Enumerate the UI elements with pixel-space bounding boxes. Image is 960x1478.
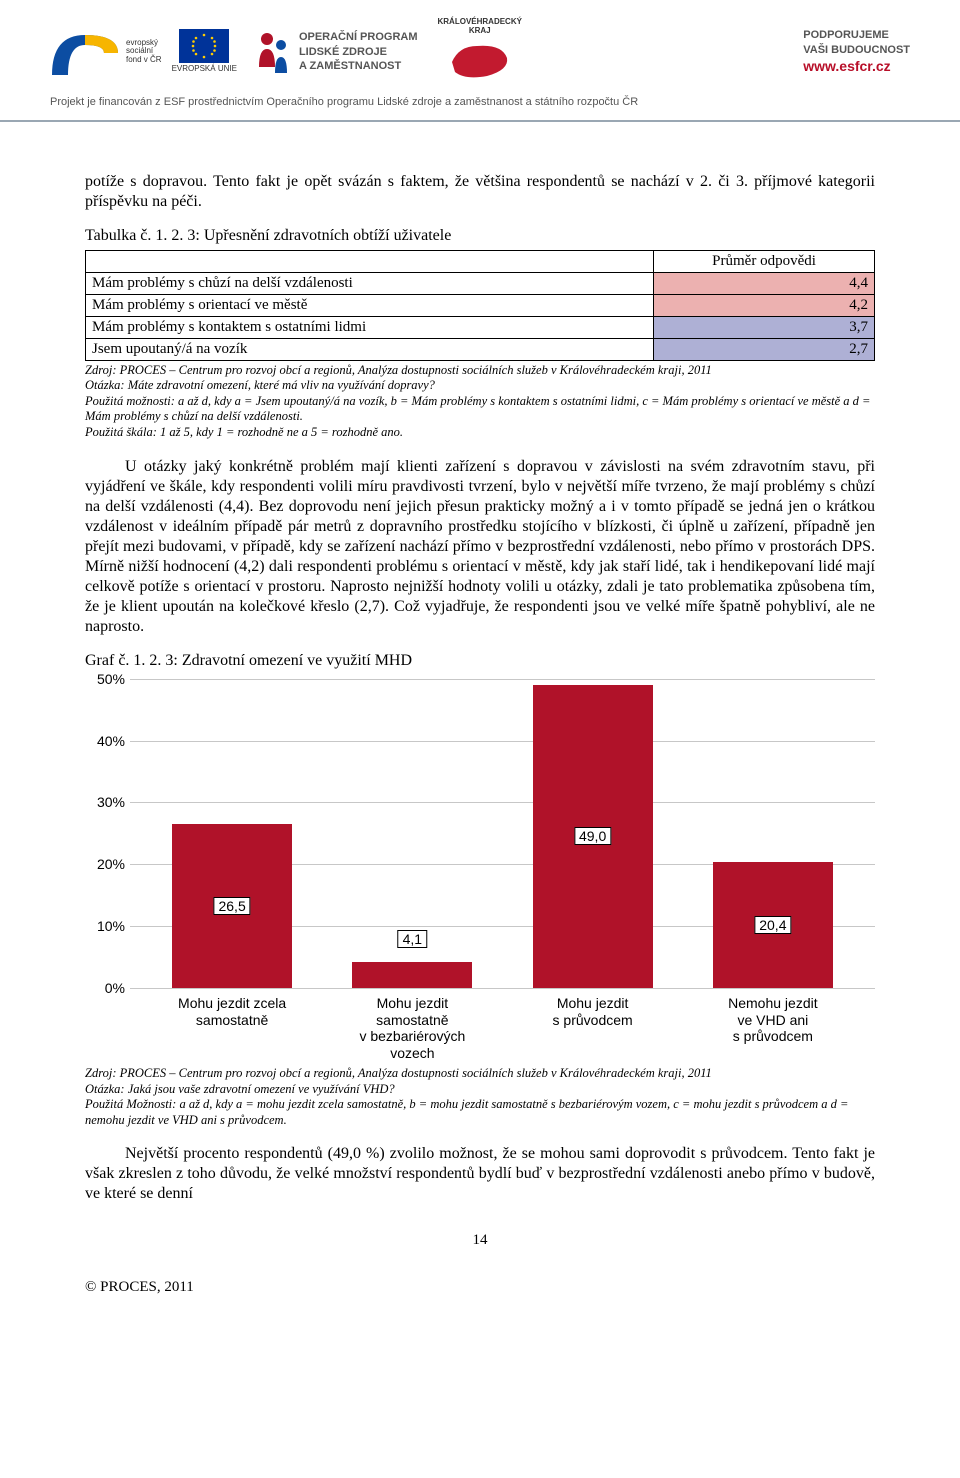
main-paragraph: U otázky jaký konkrétně problém mají kli… [85, 457, 875, 637]
region-shape-icon [447, 36, 512, 86]
chart-bar: 49,0 [533, 685, 653, 988]
chart-bar: 20,4 [713, 862, 833, 988]
chart-x-label: Mohu jezditsamostatněv bezbariérovýchvoz… [329, 995, 495, 1062]
chart-bar-column: 49,0 [510, 679, 676, 988]
copyright-footer: © PROCES, 2011 [0, 1279, 960, 1320]
chart-x-label: Nemohu jezditve VHD anis průvodcem [690, 995, 856, 1062]
intro-paragraph: potíže s dopravou. Tento fakt je opět sv… [85, 172, 875, 212]
table-header-value: Průměr odpovědi [654, 250, 875, 272]
chart-x-label: Mohu jezdits průvodcem [510, 995, 676, 1062]
chart-bar-value: 49,0 [574, 827, 611, 845]
mhd-bar-chart: 0%10%20%30%40%50%26,54,149,020,4 Mohu je… [85, 679, 875, 1062]
chart-bar-column: 4,1 [329, 679, 495, 988]
chart-gridline [130, 988, 875, 989]
table-row-label: Mám problémy s chůzí na delší vzdálenost… [86, 272, 654, 294]
table-row-value: 2,7 [654, 338, 875, 360]
chart-bar-value: 4,1 [398, 930, 427, 948]
closing-paragraph: Největší procento respondentů (49,0 %) z… [85, 1144, 875, 1204]
chart-bar-value: 20,4 [754, 916, 791, 934]
chart-y-label: 50% [85, 671, 125, 687]
chart-y-label: 40% [85, 733, 125, 749]
table-row-value: 3,7 [654, 316, 875, 338]
chart-bar-column: 26,5 [149, 679, 315, 988]
table-source-block: Zdroj: PROCES – Centrum pro rozvoj obcí … [85, 363, 875, 441]
table-title: Tabulka č. 1. 2. 3: Upřesnění zdravotníc… [85, 226, 875, 246]
chart-bar: 26,5 [172, 824, 292, 988]
op-program-text: OPERAČNÍ PROGRAM LIDSKÉ ZDROJE A ZAMĚSTN… [299, 30, 418, 73]
health-difficulties-table: Průměr odpovědi Mám problémy s chůzí na … [85, 250, 875, 361]
table-header-row: Průměr odpovědi [86, 250, 875, 272]
eu-label: EVROPSKÁ UNIE [172, 65, 237, 74]
chart-y-label: 20% [85, 856, 125, 872]
esf-logo [50, 27, 120, 77]
support-block: PODPORUJEME VAŠI BUDOUCNOST www.esfcr.cz [803, 28, 910, 75]
chart-y-label: 0% [85, 980, 125, 996]
esf-text: evropský sociální fond v ČR [126, 39, 162, 65]
table-row: Jsem upoutaný/á na vozík2,7 [86, 338, 875, 360]
table-row-label: Jsem upoutaný/á na vozík [86, 338, 654, 360]
chart-bar-value: 26,5 [213, 897, 250, 915]
table-row-label: Mám problémy s orientací ve městě [86, 294, 654, 316]
chart-bar-column: 20,4 [690, 679, 856, 988]
chart-y-label: 30% [85, 794, 125, 810]
chart-x-label: Mohu jezdit zcelasamostatně [149, 995, 315, 1062]
table-row-value: 4,4 [654, 272, 875, 294]
chart-bar: 4,1 [352, 962, 472, 987]
document-logo-header: evropský sociální fond v ČR EVROPSKÁ UNI… [0, 0, 960, 92]
chart-y-label: 10% [85, 918, 125, 934]
table-row-label: Mám problémy s kontaktem s ostatními lid… [86, 316, 654, 338]
table-row: Mám problémy s orientací ve městě4,2 [86, 294, 875, 316]
table-row: Mám problémy s kontaktem s ostatními lid… [86, 316, 875, 338]
op-people-icon [253, 27, 293, 77]
chart-title: Graf č. 1. 2. 3: Zdravotní omezení ve vy… [85, 651, 875, 671]
page-number: 14 [85, 1232, 875, 1249]
chart-source-block: Zdroj: PROCES – Centrum pro rozvoj obcí … [85, 1066, 875, 1129]
eu-flag-icon [179, 29, 229, 63]
table-row-value: 4,2 [654, 294, 875, 316]
region-sub: KRAJ [469, 27, 491, 36]
table-row: Mám problémy s chůzí na delší vzdálenost… [86, 272, 875, 294]
header-funding-note: Projekt je financován z ESF prostřednict… [0, 92, 960, 122]
